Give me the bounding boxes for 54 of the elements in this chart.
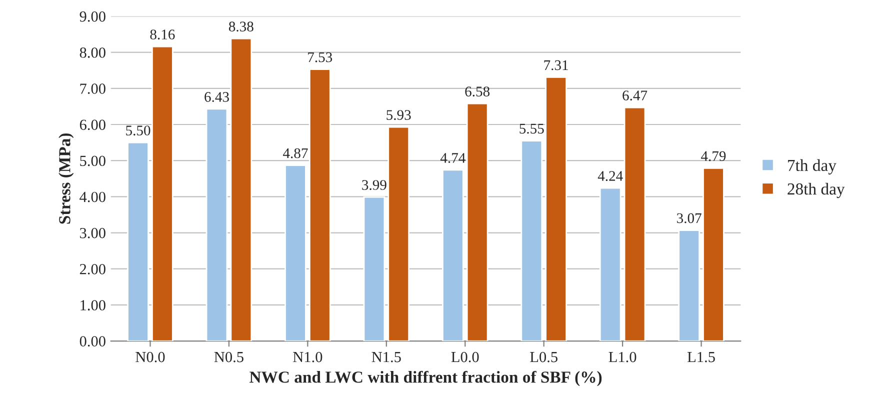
bar bbox=[442, 169, 464, 342]
y-tick-label: 6.00 bbox=[80, 120, 106, 130]
x-tick-label: L0.5 bbox=[530, 352, 558, 362]
bar bbox=[624, 106, 646, 342]
x-tick-label: L0.0 bbox=[451, 352, 479, 362]
x-tick-label: N0.5 bbox=[214, 352, 244, 362]
data-label: 8.38 bbox=[228, 22, 254, 32]
bar bbox=[127, 142, 149, 342]
bar bbox=[678, 230, 700, 342]
legend-label: 7th day bbox=[788, 159, 836, 174]
data-label: 4.74 bbox=[440, 153, 466, 163]
y-tick-label: 8.00 bbox=[80, 47, 106, 58]
data-label: 6.58 bbox=[465, 86, 490, 97]
data-label: 4.79 bbox=[701, 151, 726, 162]
y-tick-label: 4.00 bbox=[80, 192, 106, 202]
x-tick-label: N1.5 bbox=[372, 352, 401, 362]
data-label: 4.87 bbox=[283, 148, 308, 158]
bar bbox=[152, 46, 174, 342]
data-label: 5.93 bbox=[386, 110, 411, 120]
y-tick-label: 7.00 bbox=[80, 84, 106, 94]
bar bbox=[466, 102, 488, 342]
data-label: 3.99 bbox=[362, 180, 386, 190]
y-tick-label: 3.00 bbox=[80, 228, 106, 238]
bar bbox=[599, 187, 622, 342]
x-axis-title: NWC and LWC with diffrent fraction of SBF (%) bbox=[250, 370, 602, 386]
bar bbox=[388, 126, 410, 342]
data-label: 3.07 bbox=[677, 213, 702, 224]
bar bbox=[308, 68, 331, 342]
y-tick-label: 2.00 bbox=[80, 264, 106, 274]
data-label: 5.50 bbox=[126, 126, 150, 136]
bar bbox=[520, 140, 543, 342]
bar bbox=[206, 108, 228, 342]
y-axis-title: Stress (MPa) bbox=[58, 133, 74, 224]
data-label: 5.55 bbox=[520, 124, 544, 134]
bar bbox=[702, 167, 724, 342]
data-label: 4.24 bbox=[598, 171, 623, 181]
data-label: 7.53 bbox=[308, 52, 332, 62]
data-label: 6.43 bbox=[204, 92, 229, 102]
y-tick-label: 9.00 bbox=[80, 11, 106, 22]
data-label: 8.16 bbox=[150, 30, 175, 40]
data-label: 7.31 bbox=[544, 60, 568, 70]
y-tick-label: 1.00 bbox=[80, 300, 106, 310]
data-label: 6.47 bbox=[622, 90, 648, 100]
y-tick-label: 0.00 bbox=[80, 336, 106, 347]
bar bbox=[230, 38, 252, 342]
y-tick-label: 5.00 bbox=[80, 156, 106, 166]
x-tick-label: N1.0 bbox=[293, 352, 322, 362]
bar bbox=[363, 196, 386, 342]
x-tick-label: L1.0 bbox=[608, 352, 636, 362]
x-tick-label: L1.5 bbox=[688, 352, 715, 362]
bar bbox=[545, 76, 567, 342]
bar bbox=[284, 164, 306, 342]
legend-label: 28th day bbox=[788, 182, 845, 198]
x-tick-label: N0.0 bbox=[136, 352, 165, 362]
